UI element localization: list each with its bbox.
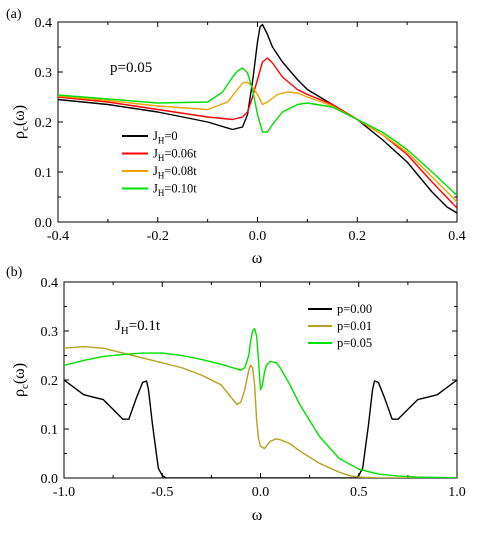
annotation-base: J — [115, 318, 121, 334]
legend-label-tail: =0.10t — [164, 182, 197, 196]
x-tick-label: -0.4 — [47, 229, 69, 244]
y-axis-label-base: ρ — [11, 389, 28, 397]
legend-label-tail: =0.06t — [164, 147, 197, 161]
plot-frame — [57, 21, 458, 223]
annotation: p=0.05 — [110, 60, 152, 76]
annotation-sub: H — [121, 325, 129, 337]
series-line-1 — [58, 57, 457, 209]
x-tick-label: 0.0 — [249, 229, 267, 244]
x-tick-label: 0.4 — [448, 229, 466, 244]
annotation-tail: =0.1t — [129, 318, 161, 334]
x-axis-label: ω — [252, 250, 263, 267]
legend-label: JH=0.10t — [153, 182, 197, 199]
legend-label: JH=0.06t — [153, 147, 197, 164]
y-tick-label: 0.4 — [35, 16, 53, 31]
y-tick-label: 0.3 — [41, 325, 59, 340]
legend-label-sub: H — [158, 136, 165, 146]
series-line-0 — [64, 379, 457, 478]
legend-label-base: J — [153, 164, 158, 178]
y-tick-label: 0.1 — [41, 423, 59, 438]
x-tick-label: -0.5 — [151, 485, 173, 500]
y-axis-label: ρc(ω) — [11, 105, 31, 139]
legend-label-sub: H — [158, 188, 165, 198]
legend-label-sub: H — [158, 171, 165, 181]
y-axis-label-base: ρ — [11, 131, 28, 139]
series-line-2 — [64, 327, 457, 478]
legend-label-sub: H — [158, 153, 165, 163]
y-tick-label: 0.0 — [35, 216, 53, 231]
series-line-2 — [58, 81, 457, 203]
series-line-0 — [58, 23, 457, 214]
y-tick-label: 0.2 — [41, 374, 59, 389]
panel-label: (b) — [6, 265, 23, 280]
x-axis-label: ω — [252, 507, 263, 524]
x-tick-label: -1.0 — [53, 485, 75, 500]
chart-panel-b: -1.0 -0.5 0.0 0.5 1.0 0.0 0.1 0.2 0.3 0.4 (b) ω ρc(ω… — [6, 265, 466, 524]
annotation: JH=0.1t — [115, 318, 161, 337]
chart-panel-a: -0.4 -0.2 0.0 0.2 0.4 0.0 0.1 0.2 0.3 0.4 (a) ω ρc(ω… — [6, 7, 466, 267]
legend-label: p=0.00 — [337, 302, 372, 316]
legend-label: JH=0 — [153, 129, 178, 146]
x-tick-label: 0.2 — [349, 229, 367, 244]
series-line-3 — [58, 67, 457, 197]
y-tick-label: 0.4 — [41, 276, 59, 291]
x-tick-label: 0.5 — [350, 485, 368, 500]
x-tick-label: -0.2 — [147, 229, 169, 244]
legend-label-tail: =0 — [164, 129, 177, 143]
y-axis-label-tail: (ω) — [11, 363, 28, 384]
y-tick-label: 0.1 — [35, 166, 53, 181]
y-axis-label-tail: (ω) — [11, 105, 28, 126]
y-tick-label: 0.0 — [41, 472, 59, 487]
y-tick-label: 0.3 — [35, 66, 53, 81]
legend-label-base: J — [153, 147, 158, 161]
legend-label: JH=0.08t — [153, 164, 197, 181]
series-line-1 — [64, 345, 457, 478]
x-tick-label: 0.0 — [252, 485, 270, 500]
y-axis-label: ρc(ω) — [11, 363, 31, 397]
x-tick-label: 1.0 — [448, 485, 466, 500]
legend-label: p=0.05 — [337, 336, 372, 350]
legend-label-tail: =0.08t — [164, 164, 197, 178]
legend-label: p=0.01 — [337, 319, 372, 333]
panel-label: (a) — [6, 7, 22, 22]
legend-label-base: J — [153, 129, 158, 143]
y-axis-label-sub: c — [19, 384, 31, 389]
y-axis-label-sub: c — [19, 126, 31, 131]
legend-label-base: J — [153, 182, 158, 196]
y-tick-label: 0.2 — [35, 116, 53, 131]
